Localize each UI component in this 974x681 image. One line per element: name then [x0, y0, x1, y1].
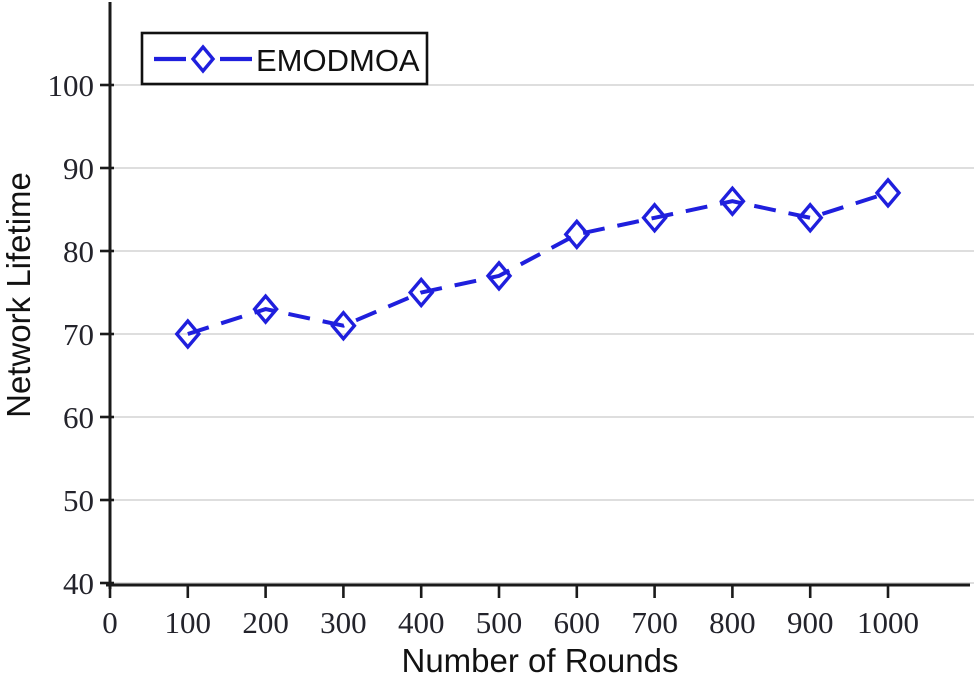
x-tick-label: 400	[398, 605, 445, 640]
legend-label: EMODMOA	[256, 43, 420, 78]
series-line	[174, 177, 902, 350]
data-point-marker	[252, 293, 279, 325]
data-point-marker	[874, 177, 902, 209]
y-tick-label: 50	[63, 483, 94, 518]
y-tick-label: 100	[48, 68, 95, 103]
x-tick-label: 0	[102, 605, 118, 640]
data-point-marker	[719, 185, 746, 217]
x-tick-label: 800	[709, 605, 756, 640]
data-point-marker	[796, 202, 824, 234]
data-point-marker	[563, 218, 591, 251]
x-tick-label: 500	[476, 605, 523, 640]
y-tick-label: 90	[63, 151, 94, 186]
data-point-marker	[407, 276, 435, 309]
data-point-marker	[330, 310, 357, 342]
x-tick-label: 700	[631, 605, 678, 640]
data-point-marker	[641, 202, 668, 234]
x-tick-label: 1000	[857, 605, 919, 640]
data-point-marker	[174, 318, 202, 350]
x-tick-label: 200	[242, 605, 289, 640]
legend-frame	[140, 31, 429, 86]
gridlines	[110, 84, 974, 584]
y-axis-title: Network Lifetime	[0, 172, 37, 418]
y-tick-label: 60	[63, 400, 94, 435]
y-tick-label: 80	[63, 234, 94, 269]
legend-marker	[190, 44, 216, 74]
x-tick-label: 300	[320, 605, 367, 640]
legend-box	[140, 31, 429, 86]
data-point-marker	[485, 260, 513, 292]
series-path	[187, 190, 889, 336]
x-tick-label: 100	[165, 605, 212, 640]
y-tick-label: 70	[63, 317, 94, 352]
y-tick-label: 40	[63, 566, 94, 601]
x-tick-label: 600	[554, 605, 601, 640]
x-tick-label: 900	[787, 605, 834, 640]
x-axis-title: Number of Rounds	[402, 642, 679, 679]
